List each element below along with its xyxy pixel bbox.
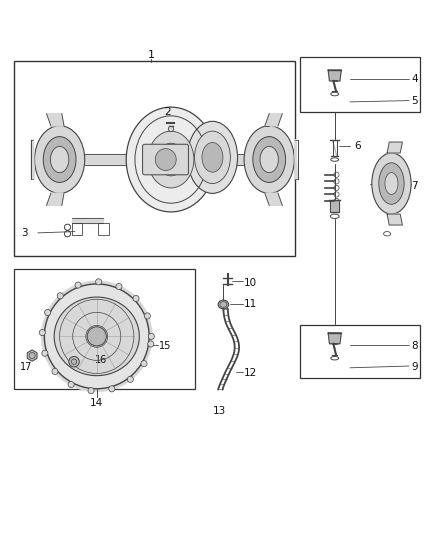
- Circle shape: [148, 333, 154, 340]
- Circle shape: [42, 350, 48, 356]
- Circle shape: [127, 376, 134, 382]
- Text: 16: 16: [95, 356, 107, 365]
- Circle shape: [57, 293, 63, 299]
- Circle shape: [87, 327, 106, 346]
- Circle shape: [39, 329, 46, 336]
- Polygon shape: [328, 70, 341, 81]
- Text: 1: 1: [148, 50, 155, 60]
- Ellipse shape: [148, 131, 194, 188]
- Bar: [300, 326, 420, 378]
- Ellipse shape: [253, 136, 286, 182]
- Bar: [300, 57, 420, 111]
- Ellipse shape: [260, 147, 279, 173]
- Circle shape: [148, 341, 154, 347]
- Text: 10: 10: [244, 278, 257, 288]
- Ellipse shape: [155, 149, 176, 171]
- Text: 2: 2: [164, 107, 171, 117]
- Ellipse shape: [126, 107, 216, 212]
- Text: 3: 3: [21, 228, 28, 238]
- Circle shape: [45, 309, 51, 316]
- Circle shape: [168, 126, 173, 132]
- Ellipse shape: [202, 142, 223, 172]
- Circle shape: [141, 361, 147, 367]
- Text: 4: 4: [411, 74, 418, 84]
- Text: 9: 9: [411, 362, 418, 372]
- Ellipse shape: [244, 126, 294, 193]
- Circle shape: [133, 295, 139, 302]
- Circle shape: [109, 386, 115, 392]
- Ellipse shape: [372, 153, 411, 214]
- Polygon shape: [27, 350, 37, 361]
- Text: 5: 5: [411, 96, 418, 107]
- Ellipse shape: [43, 136, 76, 182]
- Ellipse shape: [187, 122, 237, 193]
- Text: 8: 8: [411, 341, 418, 351]
- Polygon shape: [265, 114, 283, 126]
- Polygon shape: [294, 140, 297, 179]
- Polygon shape: [387, 214, 403, 225]
- Polygon shape: [328, 333, 341, 344]
- Circle shape: [52, 368, 58, 375]
- Ellipse shape: [385, 173, 398, 195]
- Circle shape: [75, 282, 81, 288]
- Ellipse shape: [35, 126, 85, 193]
- Polygon shape: [46, 193, 64, 205]
- Text: 13: 13: [212, 407, 226, 416]
- Polygon shape: [265, 193, 283, 205]
- Text: 7: 7: [411, 181, 418, 191]
- Polygon shape: [332, 140, 337, 157]
- Polygon shape: [72, 219, 103, 223]
- Text: 11: 11: [244, 300, 257, 310]
- Bar: [98, 223, 109, 235]
- Polygon shape: [46, 114, 64, 126]
- Circle shape: [41, 280, 152, 392]
- Bar: [72, 223, 82, 235]
- Text: 12: 12: [244, 368, 257, 378]
- Ellipse shape: [158, 143, 184, 176]
- Ellipse shape: [50, 147, 69, 173]
- Polygon shape: [330, 200, 339, 212]
- Circle shape: [44, 284, 149, 389]
- Polygon shape: [31, 140, 34, 179]
- Circle shape: [88, 387, 94, 394]
- Polygon shape: [387, 142, 403, 153]
- Bar: [14, 269, 195, 389]
- Bar: [14, 61, 295, 256]
- Text: 15: 15: [159, 342, 171, 351]
- FancyBboxPatch shape: [143, 144, 188, 175]
- Circle shape: [95, 279, 102, 285]
- Circle shape: [144, 313, 150, 319]
- Text: 17: 17: [20, 362, 32, 372]
- Ellipse shape: [218, 300, 229, 309]
- Text: 14: 14: [90, 398, 103, 408]
- Ellipse shape: [194, 131, 230, 183]
- Text: 6: 6: [354, 141, 361, 151]
- Circle shape: [69, 357, 79, 367]
- Ellipse shape: [379, 163, 404, 204]
- Circle shape: [116, 284, 122, 289]
- Ellipse shape: [54, 297, 139, 376]
- Circle shape: [68, 382, 74, 387]
